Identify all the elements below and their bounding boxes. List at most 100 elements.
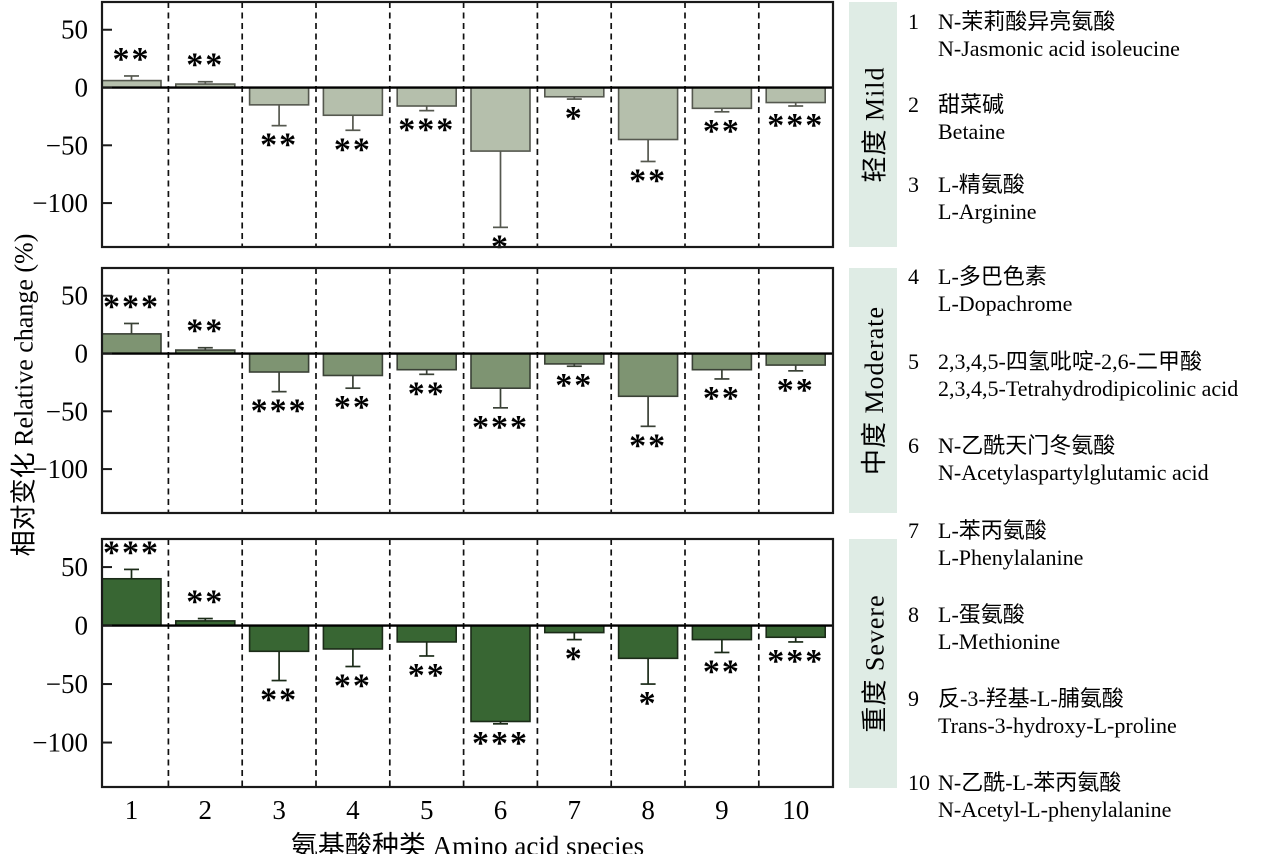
legend-item-name-en: Trans-3-hydroxy-L-proline: [938, 713, 1177, 738]
significance-stars: **: [777, 372, 815, 409]
bar: [396, 624, 458, 643]
significance-stars: **: [408, 375, 446, 412]
significance-stars: **: [186, 47, 224, 84]
significance-stars: **: [334, 668, 372, 705]
y-tick-label: 0: [75, 339, 89, 369]
legend-item: 3 L-精氨酸 L-Arginine: [908, 171, 1271, 225]
bar: [470, 86, 531, 152]
legend-item: 10 N-乙酰-L-苯丙氨酸 N-Acetyl-L-phenylalanine: [908, 769, 1271, 823]
significance-stars: *: [565, 641, 584, 678]
significance-stars: **: [334, 131, 372, 168]
significance-stars: **: [408, 657, 446, 694]
bar: [248, 86, 310, 106]
legend-item-name-cn: L-蛋氨酸: [938, 602, 1025, 627]
bar: [322, 86, 384, 117]
legend-item-name-en: L-Dopachrome: [938, 291, 1073, 316]
legend: 1 N-茉莉酸异亮氨酸 N-Jasmonic acid isoleucine 2 …: [908, 0, 1271, 854]
significance-stars: ***: [472, 725, 529, 762]
significance-stars: ***: [767, 643, 824, 680]
legend-item-name-en: N-Acetyl-L-phenylalanine: [938, 797, 1172, 822]
severity-strip-severe: 重度 Severe: [849, 539, 897, 788]
bar: [322, 352, 384, 377]
legend-item: 5 2,3,4,5-四氢吡啶-2,6-二甲酸 2,3,4,5-Tetrahydro…: [908, 348, 1271, 402]
legend-item-name-en: 2,3,4,5-Tetrahydrodipicolinic acid: [938, 376, 1239, 401]
legend-item-name-cn: N-乙酰天门冬氨酸: [938, 433, 1116, 458]
significance-stars: **: [703, 113, 741, 150]
legend-item-name-en: L-Methionine: [938, 629, 1061, 654]
severity-strip-moderate: 中度 Moderate: [849, 268, 897, 513]
severity-strip-severe-label: 重度 Severe: [860, 594, 890, 733]
y-tick-label: −100: [32, 728, 88, 758]
bar: [691, 86, 753, 110]
legend-item-name-cn: L-苯丙氨酸: [938, 518, 1047, 543]
bar: [470, 352, 531, 389]
legend-item-number: 10: [908, 770, 930, 795]
significance-stars: **: [260, 127, 298, 164]
significance-stars: **: [703, 653, 741, 690]
y-tick-label: −50: [46, 130, 88, 160]
severity-strip-mild: 轻度 Mild: [849, 2, 897, 247]
y-axis-label: 相对变化 Relative change (%): [9, 233, 39, 557]
bar: [543, 352, 605, 365]
x-tick-label: 3: [272, 795, 286, 825]
legend-item-number: 9: [908, 686, 919, 711]
x-tick-label: 2: [199, 795, 213, 825]
y-tick-label: −50: [46, 669, 88, 699]
y-tick-label: 50: [61, 281, 88, 311]
x-tick-label: 9: [715, 795, 729, 825]
legend-item-name-cn: N-茉莉酸异亮氨酸: [938, 9, 1116, 34]
severity-strip-mild-label: 轻度 Mild: [860, 66, 890, 183]
y-tick-label: −100: [32, 454, 88, 484]
legend-item-number: 3: [908, 172, 919, 197]
legend-item-number: 5: [908, 349, 919, 374]
bar: [470, 624, 531, 723]
legend-item-name-en: L-Arginine: [938, 199, 1037, 224]
x-tick-label: 8: [641, 795, 655, 825]
y-tick-label: −100: [32, 188, 88, 218]
bar: [765, 86, 827, 104]
legend-item-name-cn: 甜菜碱: [938, 92, 1005, 117]
bar: [101, 333, 162, 355]
legend-item-name-en: N-Acetylaspartylglutamic acid: [938, 460, 1209, 485]
significance-stars: **: [555, 367, 593, 404]
y-tick-label: 50: [61, 15, 88, 45]
significance-stars: ***: [251, 393, 308, 430]
legend-item-number: 8: [908, 602, 919, 627]
legend-item-name-en: Betaine: [938, 119, 1006, 144]
severity-strip-moderate-label: 中度 Moderate: [860, 305, 890, 476]
x-tick-label: 5: [420, 795, 434, 825]
bar: [765, 624, 827, 639]
legend-item-number: 1: [908, 9, 919, 34]
legend-item-name-en: L-Phenylalanine: [938, 545, 1084, 570]
significance-stars: **: [703, 380, 741, 417]
bar: [617, 624, 679, 660]
legend-item: 1 N-茉莉酸异亮氨酸 N-Jasmonic acid isoleucine: [908, 8, 1271, 62]
legend-item-number: 2: [908, 92, 919, 117]
bar: [691, 352, 753, 371]
legend-item-name-cn: 反-3-羟基-L-脯氨酸: [938, 686, 1124, 711]
legend-item-number: 7: [908, 518, 919, 543]
y-tick-label: 0: [75, 611, 89, 641]
significance-stars: ***: [472, 409, 529, 446]
y-tick-label: −50: [46, 396, 88, 426]
bar: [101, 577, 162, 627]
significance-stars: **: [186, 584, 224, 621]
legend-item: 8 L-蛋氨酸 L-Methionine: [908, 601, 1271, 655]
bar: [322, 624, 384, 650]
legend-item-name-cn: 2,3,4,5-四氢吡啶-2,6-二甲酸: [938, 349, 1202, 374]
legend-item: 4 L-多巴色素 L-Dopachrome: [908, 263, 1271, 317]
legend-item: 2 甜菜碱 Betaine: [908, 91, 1271, 145]
bar: [617, 86, 679, 141]
x-tick-label: 1: [125, 795, 139, 825]
significance-stars: **: [629, 427, 667, 464]
significance-stars: *: [565, 100, 584, 137]
significance-stars: ***: [103, 534, 160, 571]
significance-stars: **: [629, 162, 667, 199]
legend-item-number: 4: [908, 264, 919, 289]
bar: [543, 86, 605, 98]
significance-stars: **: [113, 41, 151, 78]
legend-item-number: 6: [908, 433, 919, 458]
legend-item: 6 N-乙酰天门冬氨酸 N-Acetylaspartylglutamic acid: [908, 432, 1271, 486]
significance-stars: **: [260, 682, 298, 719]
